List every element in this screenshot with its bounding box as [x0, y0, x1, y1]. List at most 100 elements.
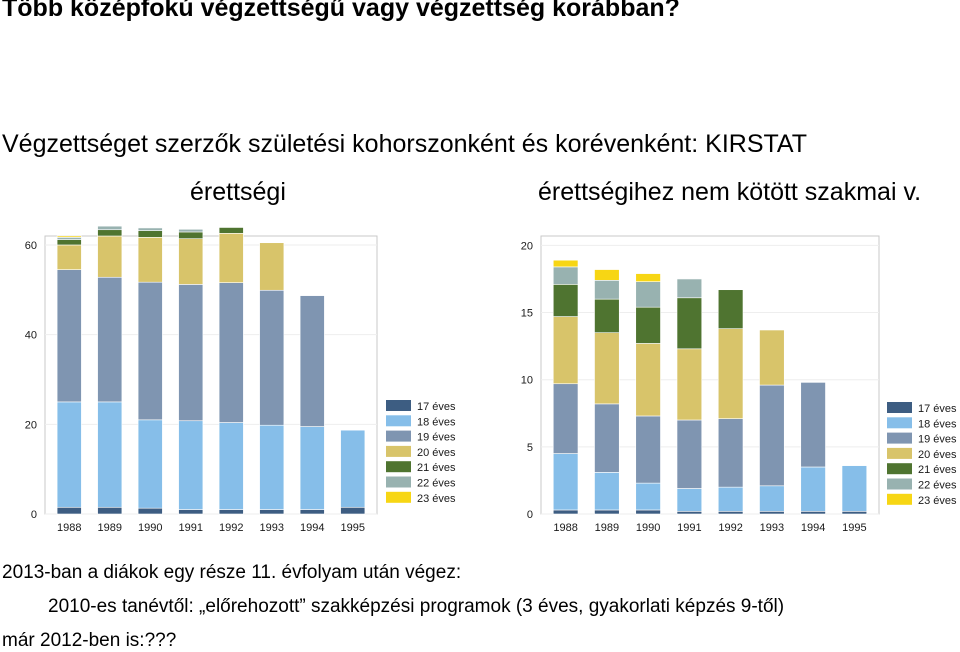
legend-swatch: [887, 447, 912, 459]
bar-segment: [259, 509, 285, 515]
legend-swatch: [887, 402, 912, 413]
bar-segment: [299, 509, 325, 515]
legend-swatch: [386, 430, 411, 442]
bar-segment: [56, 269, 82, 403]
bar-segment: [676, 278, 703, 299]
legend-label: 21 éves: [918, 464, 957, 476]
x-tick-label: 1994: [300, 522, 324, 534]
y-tick-label: 0: [31, 509, 37, 521]
note-line-2: 2010-es tanévtől: „előrehozott” szakképz…: [48, 596, 785, 617]
bar-segment: [259, 242, 285, 291]
x-tick-label: 1990: [138, 522, 162, 534]
y-tick-label: 20: [521, 240, 533, 252]
bar-segment: [717, 511, 744, 515]
legend-label: 20 éves: [918, 449, 957, 461]
bar-segment: [218, 509, 244, 515]
bar-segment: [178, 420, 204, 510]
bar-segment: [594, 298, 620, 333]
bar-segment: [340, 506, 366, 515]
bar-segment: [635, 509, 661, 515]
y-tick-label: 20: [25, 419, 37, 431]
bar-segment: [299, 426, 325, 510]
bar-segment: [552, 316, 579, 385]
chart-title-left: érettségi: [190, 178, 286, 206]
bar-segment: [841, 465, 868, 512]
bar-segment: [218, 233, 244, 283]
bar-segment: [717, 418, 744, 488]
legend-label: 20 éves: [417, 447, 456, 459]
bar-segment: [137, 237, 163, 283]
subtitle: Végzettséget szerzők születési kohorszon…: [2, 130, 808, 158]
x-tick-label: 1988: [553, 522, 577, 534]
legend-swatch: [386, 445, 411, 457]
bar-segment: [676, 511, 703, 515]
bar-segment: [594, 509, 620, 515]
bar-segment: [259, 424, 285, 510]
bar-segment: [800, 382, 826, 468]
legend-swatch: [386, 476, 411, 488]
y-tick-label: 10: [521, 375, 533, 387]
legend-label: 23 éves: [417, 493, 456, 505]
legend-label: 21 éves: [417, 462, 456, 474]
bar-segment: [56, 244, 82, 270]
bar-segment: [97, 401, 123, 508]
bar-segment: [552, 383, 579, 454]
bar-segment: [594, 269, 620, 281]
bar-segment: [259, 289, 285, 426]
bar-segment: [635, 343, 661, 417]
y-tick-label: 15: [521, 308, 533, 320]
x-tick-label: 1994: [801, 522, 825, 534]
note-line-1: 2013-ban a diákok egy része 11. évfolyam…: [2, 562, 462, 583]
y-tick-label: 40: [25, 330, 37, 342]
bar-segment: [594, 472, 620, 511]
bar-segment: [552, 266, 579, 285]
bar-segment: [635, 415, 661, 484]
bar-segment: [552, 453, 579, 511]
x-tick-label: 1989: [98, 522, 122, 534]
page-title: Több középfokú végzettségű vagy végzetts…: [2, 0, 680, 22]
plot-area: [44, 235, 378, 515]
y-tick-label: 60: [25, 240, 37, 252]
bar-segment: [299, 295, 325, 427]
legend: 17 éves 18 éves 19 éves 20 éves 21 éves 22 év…: [887, 402, 957, 507]
bar-segment: [594, 403, 620, 473]
x-tick-label: 1991: [677, 522, 701, 534]
bar-segment: [137, 507, 163, 515]
bar-segment: [759, 511, 785, 515]
bar-segment: [178, 509, 204, 515]
bar-segment: [97, 229, 123, 237]
x-tick-label: 1988: [57, 522, 81, 534]
legend-swatch: [887, 417, 912, 429]
x-tick-label: 1991: [179, 522, 203, 534]
legend-label: 18 éves: [918, 418, 957, 430]
chart-erettsegi: 0 20 40 60 1988 1989 1990 1991 1992 1993 1994 1995 1…: [25, 225, 456, 534]
bar-segment: [800, 511, 826, 515]
bar-segment: [178, 228, 204, 233]
y-tick-label: 0: [527, 509, 533, 521]
bar-segment: [56, 401, 82, 508]
bar-segment: [56, 506, 82, 515]
note-line-3: már 2012-ben is:???: [2, 630, 177, 651]
bar-segment: [97, 225, 123, 231]
bar-segment: [676, 348, 703, 421]
bar-segment: [178, 284, 204, 422]
bar-segment: [676, 488, 703, 512]
legend-swatch: [887, 478, 912, 490]
legend-swatch: [887, 463, 912, 475]
bar-segment: [56, 235, 82, 238]
bar-segment: [717, 486, 744, 512]
bar-segment: [178, 238, 204, 285]
bar-segment: [137, 281, 163, 421]
bar-segment: [594, 280, 620, 300]
bar-segment: [759, 384, 785, 487]
bar-segment: [552, 509, 579, 515]
legend-label: 22 éves: [417, 478, 456, 490]
x-tick-label: 1989: [595, 522, 619, 534]
bar-segment: [340, 429, 366, 508]
bar-segment: [717, 289, 744, 329]
bar-segment: [635, 273, 661, 282]
bar-segment: [635, 306, 661, 344]
chart-szakmai: 0 5 10 15 20 1988 1989 1990 1991 1992 1993 1994 1995…: [521, 235, 957, 534]
bar-segment: [178, 231, 204, 239]
bar-segment: [717, 328, 744, 419]
